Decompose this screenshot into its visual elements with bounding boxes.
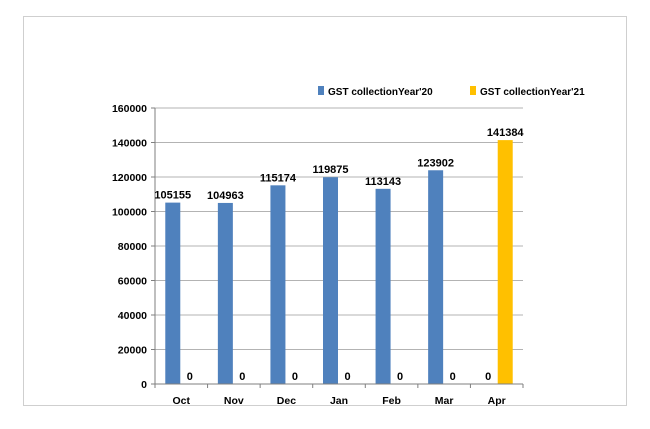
legend: GST collectionYear'20 GST collectionYear'… [318,86,585,98]
y-tick-label: 0 [141,379,147,391]
x-tick-label: Feb [382,395,401,407]
y-tick-label: 80000 [118,241,147,253]
bar [217,202,233,384]
data-label: 0 [450,371,456,383]
data-label: 0 [239,371,245,383]
bar [428,170,444,384]
data-label: 113143 [365,176,401,188]
x-tick-label: Oct [173,395,191,407]
data-label: 0 [344,371,350,383]
data-label: 141384 [487,127,525,139]
legend-label: GST collectionYear'20 [328,87,433,98]
gridlines [155,107,523,350]
bar [323,177,338,384]
bar [165,202,181,384]
y-axis: 0 20000 40000 60000 80000 100000 120000 140000 1… [112,103,156,391]
x-tick-label: Apr [488,395,506,407]
legend-swatch [470,86,476,95]
legend-label: GST collectionYear'21 [480,87,585,98]
bar [375,188,391,384]
y-tick-label: 120000 [112,172,147,184]
data-label: 0 [397,371,403,383]
data-label: 105155 [154,190,191,202]
x-tick-label: Nov [224,395,244,407]
x-tick-label: Mar [435,395,454,407]
legend-swatch [318,86,324,95]
data-label: 123902 [417,157,454,169]
data-label: 0 [485,371,491,383]
y-tick-label: 100000 [112,207,147,219]
bars: 105155 0 104963 0 115174 0 119875 0 113143 0 12390… [154,127,524,384]
y-tick-label: 140000 [112,138,147,150]
data-label: 104963 [207,190,244,202]
bar [497,140,513,384]
data-label: 119875 [312,164,348,176]
x-tick-label: Dec [277,395,296,407]
data-label: 115174 [260,172,297,184]
y-tick-label: 160000 [112,103,147,115]
x-tick-label: Jan [330,395,348,407]
data-label: 0 [292,371,298,383]
y-tick-label: 60000 [118,276,147,288]
x-axis: Oct Nov Dec Jan Feb Mar Apr [154,383,524,407]
bar [270,185,286,384]
y-tick-label: 40000 [118,310,147,322]
data-label: 0 [187,371,193,383]
y-tick-label: 20000 [118,345,147,357]
